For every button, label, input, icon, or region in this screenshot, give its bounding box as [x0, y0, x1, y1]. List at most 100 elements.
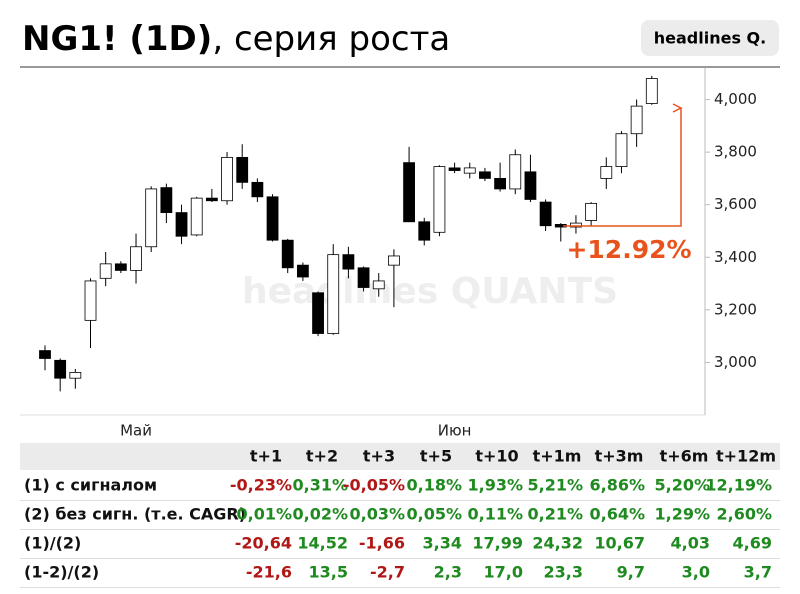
candle-body	[630, 105, 643, 135]
col-header: t+12m	[716, 447, 776, 466]
title-sub: , серия роста	[212, 19, 450, 59]
candle-body	[114, 263, 127, 271]
y-tick-label: 3,400	[714, 248, 757, 266]
table-cell: 0,05%	[406, 505, 462, 524]
candle-body	[99, 263, 112, 279]
row-label: (1)/(2)	[24, 534, 81, 553]
table-cell: 24,32	[532, 534, 583, 553]
y-tick-label: 3,200	[714, 300, 757, 318]
table-cell: 3,0	[682, 563, 710, 582]
title-main: NG1! (1D)	[22, 19, 212, 59]
table-cell: -0,05%	[343, 476, 405, 495]
candle-body	[463, 167, 476, 174]
table-cell: 6,86%	[589, 476, 645, 495]
table-cell: -20,64	[235, 534, 292, 553]
table-cell: 5,20%	[654, 476, 710, 495]
candle-body	[645, 78, 658, 104]
table-header-bg	[20, 443, 780, 470]
col-header: t+1m	[533, 447, 582, 466]
candle-body	[312, 292, 324, 334]
plot: headlines QUANTS 3,000 3,200 3,400 3,600 3,80…	[39, 75, 757, 440]
table-cell: -21,6	[246, 563, 292, 582]
move-arrow	[672, 103, 683, 113]
candle-body	[615, 133, 628, 167]
candle-body	[205, 197, 218, 202]
candle-body	[570, 222, 582, 228]
candle-body	[54, 359, 67, 379]
candle-body	[145, 188, 158, 248]
table-cell: -1,66	[359, 534, 405, 553]
candle-body	[221, 156, 233, 202]
candle-body	[600, 166, 613, 179]
row-label: (1) с сигналом	[24, 476, 157, 495]
x-tick-label: Июн	[438, 422, 472, 440]
candle-body	[281, 239, 294, 269]
col-header: t+2	[306, 447, 338, 466]
candle-body	[160, 187, 173, 213]
candle-body	[479, 171, 491, 179]
candle-body	[84, 280, 97, 321]
table-cell: 4,69	[733, 534, 772, 553]
badge: headlines Q.	[654, 29, 766, 48]
candle-body	[190, 197, 203, 236]
table-cell: 0,18%	[406, 476, 462, 495]
badge-bg	[641, 20, 779, 56]
table-cell: 1,29%	[654, 505, 710, 524]
table-cell: 23,3	[544, 563, 583, 582]
candle-body	[524, 171, 537, 200]
table-cell: -2,7	[370, 563, 405, 582]
table: t+1 t+2 t+3 t+5 t+10 t+1m t+3m t+6m t+12m (1) с с…	[20, 447, 780, 588]
move-line	[563, 108, 682, 227]
candle-body	[372, 280, 385, 290]
table-cell: 2,3	[434, 563, 462, 582]
row-label: (2) без сигн. (т.е. CAGR)	[24, 505, 246, 524]
candle-body	[175, 212, 188, 237]
candle-body	[509, 154, 522, 190]
table-cell: 1,93%	[467, 476, 523, 495]
annotation: +12.92%	[566, 235, 691, 264]
table-cell: 13,5	[309, 563, 348, 582]
table-cell: 10,67	[594, 534, 645, 553]
candle-body	[296, 264, 309, 278]
table-cell: -0,23%	[230, 476, 292, 495]
table-cell: 0,01%	[236, 505, 292, 524]
table-cell: 2,60%	[716, 505, 772, 524]
candle-body	[342, 254, 355, 270]
y-tick-label: 3,600	[714, 195, 757, 213]
y-tick-label: 3,800	[714, 143, 757, 161]
row-label: (1-2)/(2)	[24, 563, 99, 582]
table-cell: 3,34	[423, 534, 462, 553]
candle-body	[448, 167, 461, 171]
table-cell: 0,21%	[527, 505, 583, 524]
candle-body	[539, 201, 552, 227]
y-tick-label: 3,000	[714, 353, 757, 371]
candle-body	[403, 162, 415, 223]
table-cell: 17,99	[472, 534, 523, 553]
candle-body	[69, 372, 82, 379]
table-cell: 3,7	[744, 563, 772, 582]
col-header: t+5	[420, 447, 452, 466]
table-cell: 9,7	[617, 563, 645, 582]
candle-body	[236, 156, 249, 183]
candle-body	[130, 246, 142, 271]
table-cell: 4,03	[671, 534, 710, 553]
candle-body	[251, 181, 264, 198]
candle-body	[585, 202, 598, 221]
y-tick-label: 4,000	[714, 90, 757, 108]
candle-body	[39, 350, 51, 359]
watermark: headlines QUANTS	[242, 271, 618, 312]
candle-body	[388, 255, 400, 266]
candle-body	[494, 178, 507, 190]
x-tick-label: Май	[120, 422, 152, 440]
table-cell: 5,21%	[527, 476, 583, 495]
candle-body	[266, 196, 279, 241]
col-header: t+6m	[660, 447, 709, 466]
table-cell: 0,03%	[349, 505, 405, 524]
table-cell: 0,64%	[589, 505, 645, 524]
table-cell: 17,0	[484, 563, 523, 582]
col-header: t+3m	[595, 447, 644, 466]
table-cell: 0,02%	[292, 505, 348, 524]
table-cell: 0,31%	[292, 476, 348, 495]
table-cell: 0,11%	[467, 505, 523, 524]
